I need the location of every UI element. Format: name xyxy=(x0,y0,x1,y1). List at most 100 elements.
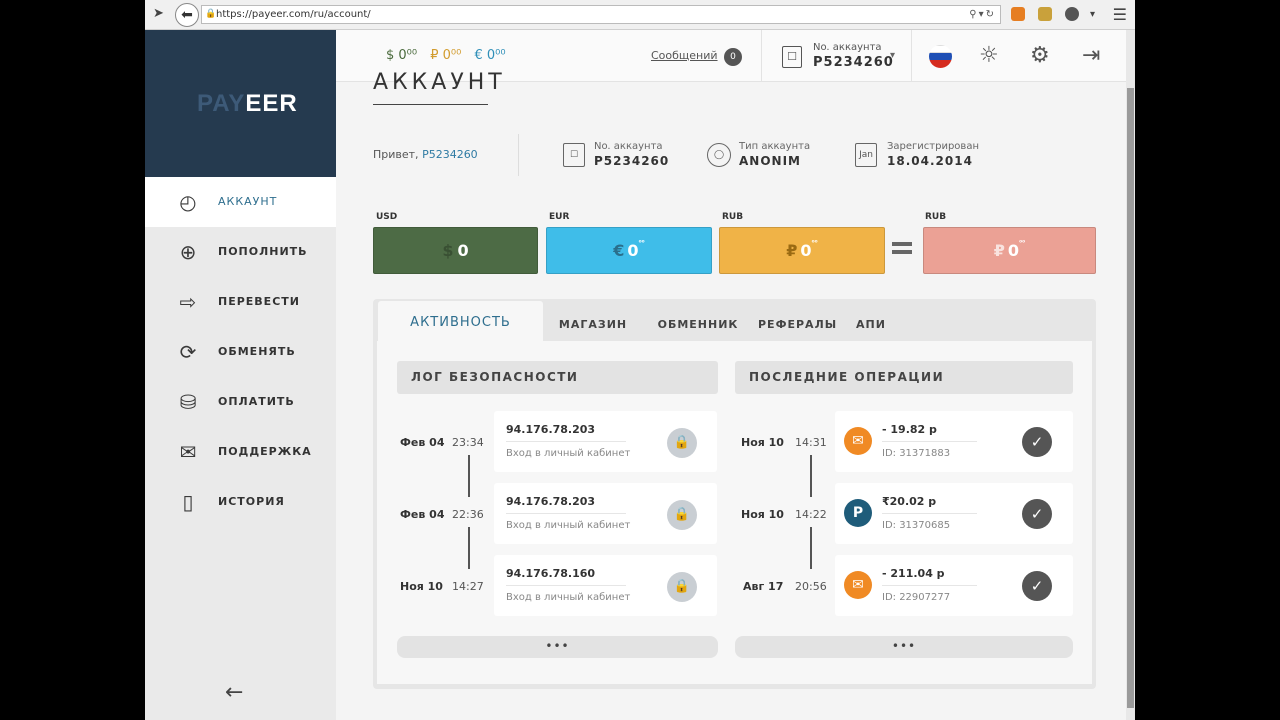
browser-window: ➤ ⬅ 🔒 https://payeer.com/ru/account/ ⚲▾↻… xyxy=(145,0,1135,720)
sidebar-item-history[interactable]: ▯ ИСТОРИЯ xyxy=(145,477,336,527)
url-text: https://payeer.com/ru/account/ xyxy=(216,9,371,20)
greeting: Привет, P5234260 xyxy=(373,148,478,161)
operation-entry[interactable]: ✉ - 211.04 р ID: 22907277 ✓ xyxy=(835,555,1073,616)
russian-flag-icon[interactable] xyxy=(929,45,952,68)
scrollbar-thumb[interactable] xyxy=(1127,88,1134,708)
op-time: 14:22 xyxy=(795,508,827,521)
wallet-eur[interactable]: €0⁰⁰ xyxy=(546,227,712,274)
sidebar-item-support[interactable]: ✉ ПОДДЕРЖКА xyxy=(145,427,336,477)
account-number-label: No. аккаунта xyxy=(813,42,882,53)
divider xyxy=(882,441,977,442)
tab-shop[interactable]: МАГАЗИН xyxy=(558,318,628,331)
extension-icon[interactable] xyxy=(1038,7,1052,21)
op-amount: - 19.82 р xyxy=(882,423,937,436)
sidebar-item-exchange[interactable]: ⟳ ОБМЕНЯТЬ xyxy=(145,327,336,377)
scrollbar[interactable] xyxy=(1126,30,1135,720)
log-date: Ноя 10 xyxy=(400,580,443,593)
messages-count-badge[interactable]: 0 xyxy=(724,48,742,66)
operation-entry[interactable]: ✉ - 19.82 р ID: 31371883 ✓ xyxy=(835,411,1073,472)
greeting-user-link[interactable]: P5234260 xyxy=(422,148,478,161)
operations-more-button[interactable]: ••• xyxy=(735,636,1073,658)
plus-circle-icon: ⊕ xyxy=(179,240,197,264)
operation-entry[interactable]: P ₹20.02 р ID: 31370685 ✓ xyxy=(835,483,1073,544)
logo-area[interactable]: PAYEER xyxy=(145,30,336,177)
security-log-entry[interactable]: 94.176.78.203 Вход в личный кабинет 🔒 xyxy=(494,483,717,544)
divider xyxy=(761,30,762,82)
balance-usd: $ 0⁰⁰ xyxy=(386,48,418,63)
info-registered-label: Зарегистрирован xyxy=(887,141,979,152)
op-date: Ноя 10 xyxy=(741,436,784,449)
op-time: 20:56 xyxy=(795,580,827,593)
op-time: 14:31 xyxy=(795,436,827,449)
wallet-amount: 0 xyxy=(457,241,469,260)
account-number[interactable]: P5234260 xyxy=(813,55,894,70)
id-card-icon: ☐ xyxy=(563,143,585,167)
greeting-text: Привет, xyxy=(373,148,419,161)
wallet-rub[interactable]: ₽0⁰⁰ xyxy=(719,227,885,274)
security-log-entry[interactable]: 94.176.78.203 Вход в личный кабинет 🔒 xyxy=(494,411,717,472)
wallet-symbol: ₽ xyxy=(786,241,798,260)
sidebar: PAYEER ◴ АККАУНТ ⊕ ПОПОЛНИТЬ ⇨ ПЕРЕВЕСТИ… xyxy=(145,30,336,720)
op-date: Авг 17 xyxy=(743,580,784,593)
lock-icon: 🔒 xyxy=(667,572,697,602)
op-id: ID: 31371883 xyxy=(882,448,951,459)
log-date: Фев 04 xyxy=(400,436,445,449)
extension-icon[interactable] xyxy=(1011,7,1025,21)
payeer-logo[interactable]: PAYEER xyxy=(197,90,298,118)
header: $ 0⁰⁰ ₽ 0⁰⁰ € 0⁰⁰ Сообщений 0 ☐ No. акка… xyxy=(336,30,1126,82)
tab-exchanger[interactable]: ОБМЕННИК xyxy=(657,318,739,331)
sidebar-item-label: АККАУНТ xyxy=(218,195,278,208)
sidebar-item-deposit[interactable]: ⊕ ПОПОЛНИТЬ xyxy=(145,227,336,277)
page-title: АККАУНТ xyxy=(373,70,506,95)
sidebar-item-pay[interactable]: ⛁ ОПЛАТИТЬ xyxy=(145,377,336,427)
gear-icon[interactable]: ⚙ xyxy=(1030,43,1050,68)
menu-icon[interactable]: ☰ xyxy=(1112,5,1127,24)
collapse-sidebar-button[interactable]: ← xyxy=(225,680,244,705)
security-log-more-button[interactable]: ••• xyxy=(397,636,718,658)
wallet-symbol: € xyxy=(613,241,625,260)
security-log-title: ЛОГ БЕЗОПАСНОСТИ xyxy=(397,361,718,394)
profile-icon[interactable] xyxy=(1065,7,1079,21)
id-card-icon[interactable]: ☐ xyxy=(782,46,802,68)
address-bar[interactable]: 🔒 https://payeer.com/ru/account/ ⚲▾↻ xyxy=(201,5,1001,24)
chevron-down-icon[interactable]: ▾ xyxy=(890,50,896,61)
divider xyxy=(882,585,977,586)
wallet-amount: 0 xyxy=(800,241,812,260)
book-icon: ▯ xyxy=(182,490,194,514)
tab-api[interactable]: АПИ xyxy=(856,318,886,331)
wallet-label-usd: USD xyxy=(376,212,398,222)
op-id: ID: 31370685 xyxy=(882,520,951,531)
lock-icon: 🔒 xyxy=(667,500,697,530)
balance-rub: ₽ 0⁰⁰ xyxy=(430,48,462,63)
back-button[interactable]: ⬅ xyxy=(175,3,199,27)
info-account-value: P5234260 xyxy=(594,154,670,168)
wallet-total-rub[interactable]: ₽0⁰⁰ xyxy=(923,227,1096,274)
log-time: 22:36 xyxy=(452,508,484,521)
log-time: 14:27 xyxy=(452,580,484,593)
sidebar-item-account[interactable]: ◴ АККАУНТ xyxy=(145,177,336,227)
equals-icon xyxy=(892,242,912,258)
brightness-icon[interactable]: ☼ xyxy=(979,43,999,68)
sidebar-item-label: ПЕРЕВЕСТИ xyxy=(218,295,300,308)
logout-icon[interactable]: ⇥ xyxy=(1082,43,1101,68)
security-log-entry[interactable]: 94.176.78.160 Вход в личный кабинет 🔒 xyxy=(494,555,717,616)
wallet-usd[interactable]: $0 xyxy=(373,227,538,274)
log-action: Вход в личный кабинет xyxy=(506,448,631,459)
messages-link[interactable]: Сообщений xyxy=(651,49,718,62)
op-amount: ₹20.02 р xyxy=(882,495,937,508)
log-ip: 94.176.78.160 xyxy=(506,567,596,580)
wallet-symbol: ₽ xyxy=(993,241,1005,260)
op-amount: - 211.04 р xyxy=(882,567,945,580)
info-account-label: No. аккаунта xyxy=(594,141,663,152)
tab-activity[interactable]: АКТИВНОСТЬ xyxy=(378,301,543,341)
tab-referrals[interactable]: РЕФЕРАЛЫ xyxy=(758,318,838,331)
sidebar-item-label: ИСТОРИЯ xyxy=(218,495,285,508)
calendar-icon: Jan xyxy=(855,143,877,167)
send-icon[interactable]: ➤ xyxy=(153,6,164,21)
log-time: 23:34 xyxy=(452,436,484,449)
check-icon: ✓ xyxy=(1022,499,1052,529)
chevron-down-icon[interactable]: ▾ xyxy=(1090,9,1096,20)
sidebar-item-label: ПОПОЛНИТЬ xyxy=(218,245,308,258)
sidebar-item-transfer[interactable]: ⇨ ПЕРЕВЕСТИ xyxy=(145,277,336,327)
address-bar-controls-icon[interactable]: ⚲▾↻ xyxy=(969,9,996,20)
